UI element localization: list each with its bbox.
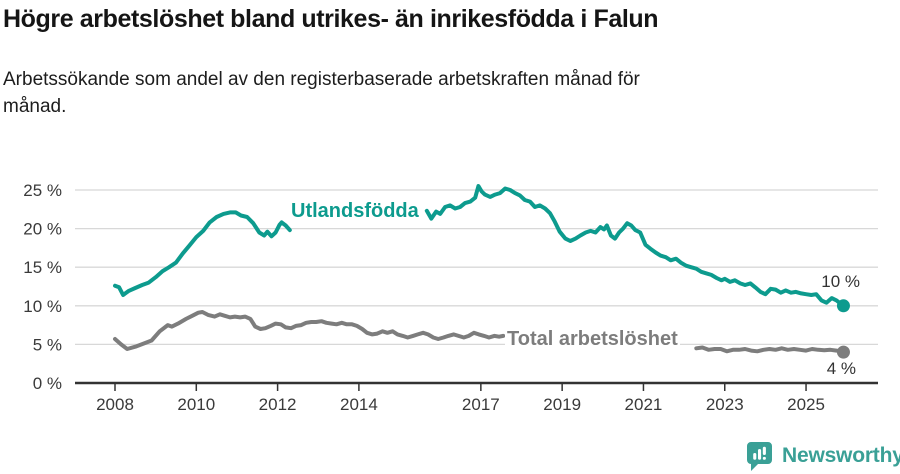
- newsworthy-logo-icon: [744, 440, 775, 472]
- x-tick-label: 2025: [787, 395, 825, 414]
- x-tick-label: 2010: [177, 395, 215, 414]
- series-line-1-segment-0: [113, 310, 506, 351]
- chart-subtitle-line-2: månad.: [3, 96, 67, 117]
- newsworthy-logo: Newsworthy: [744, 440, 900, 472]
- x-tick-label: 2014: [340, 395, 378, 414]
- x-tick-label: 2008: [96, 395, 134, 414]
- newsworthy-logo-text: Newsworthy: [782, 444, 900, 467]
- end-value-label-utlandsfodda: 10 %: [821, 272, 860, 291]
- series-line-0-segment-1: [424, 184, 846, 308]
- y-tick-label: 0 %: [33, 374, 62, 393]
- y-tick-label: 10 %: [23, 297, 62, 316]
- series-end-dot-0: [836, 299, 850, 313]
- y-tick-label: 25 %: [23, 181, 62, 200]
- x-tick-label: 2021: [625, 395, 663, 414]
- series-line-1-segment-1: [694, 345, 846, 355]
- chart-subtitle: Arbetssökande som andel av den registerb…: [3, 66, 843, 120]
- chart-subtitle-line-1: Arbetssökande som andel av den registerb…: [3, 69, 640, 90]
- end-value-label-total-arbetsloshet: 4 %: [826, 359, 856, 378]
- x-tick-label: 2012: [259, 395, 297, 414]
- y-tick-label: 15 %: [23, 258, 62, 277]
- y-tick-label: 20 %: [23, 220, 62, 239]
- series-end-dot-1: [836, 345, 850, 359]
- x-tick-label: 2019: [543, 395, 581, 414]
- series-label-total-arbetsloshet: Total arbetslöshet: [505, 328, 680, 351]
- y-tick-label: 5 %: [33, 335, 62, 354]
- series-label-utlandsfodda: Utlandsfödda: [289, 200, 421, 223]
- x-tick-label: 2023: [706, 395, 744, 414]
- series-line-0-segment-0: [113, 210, 292, 297]
- x-tick-label: 2017: [462, 395, 500, 414]
- chart-title: Högre arbetslöshet bland utrikes- än inr…: [3, 5, 659, 33]
